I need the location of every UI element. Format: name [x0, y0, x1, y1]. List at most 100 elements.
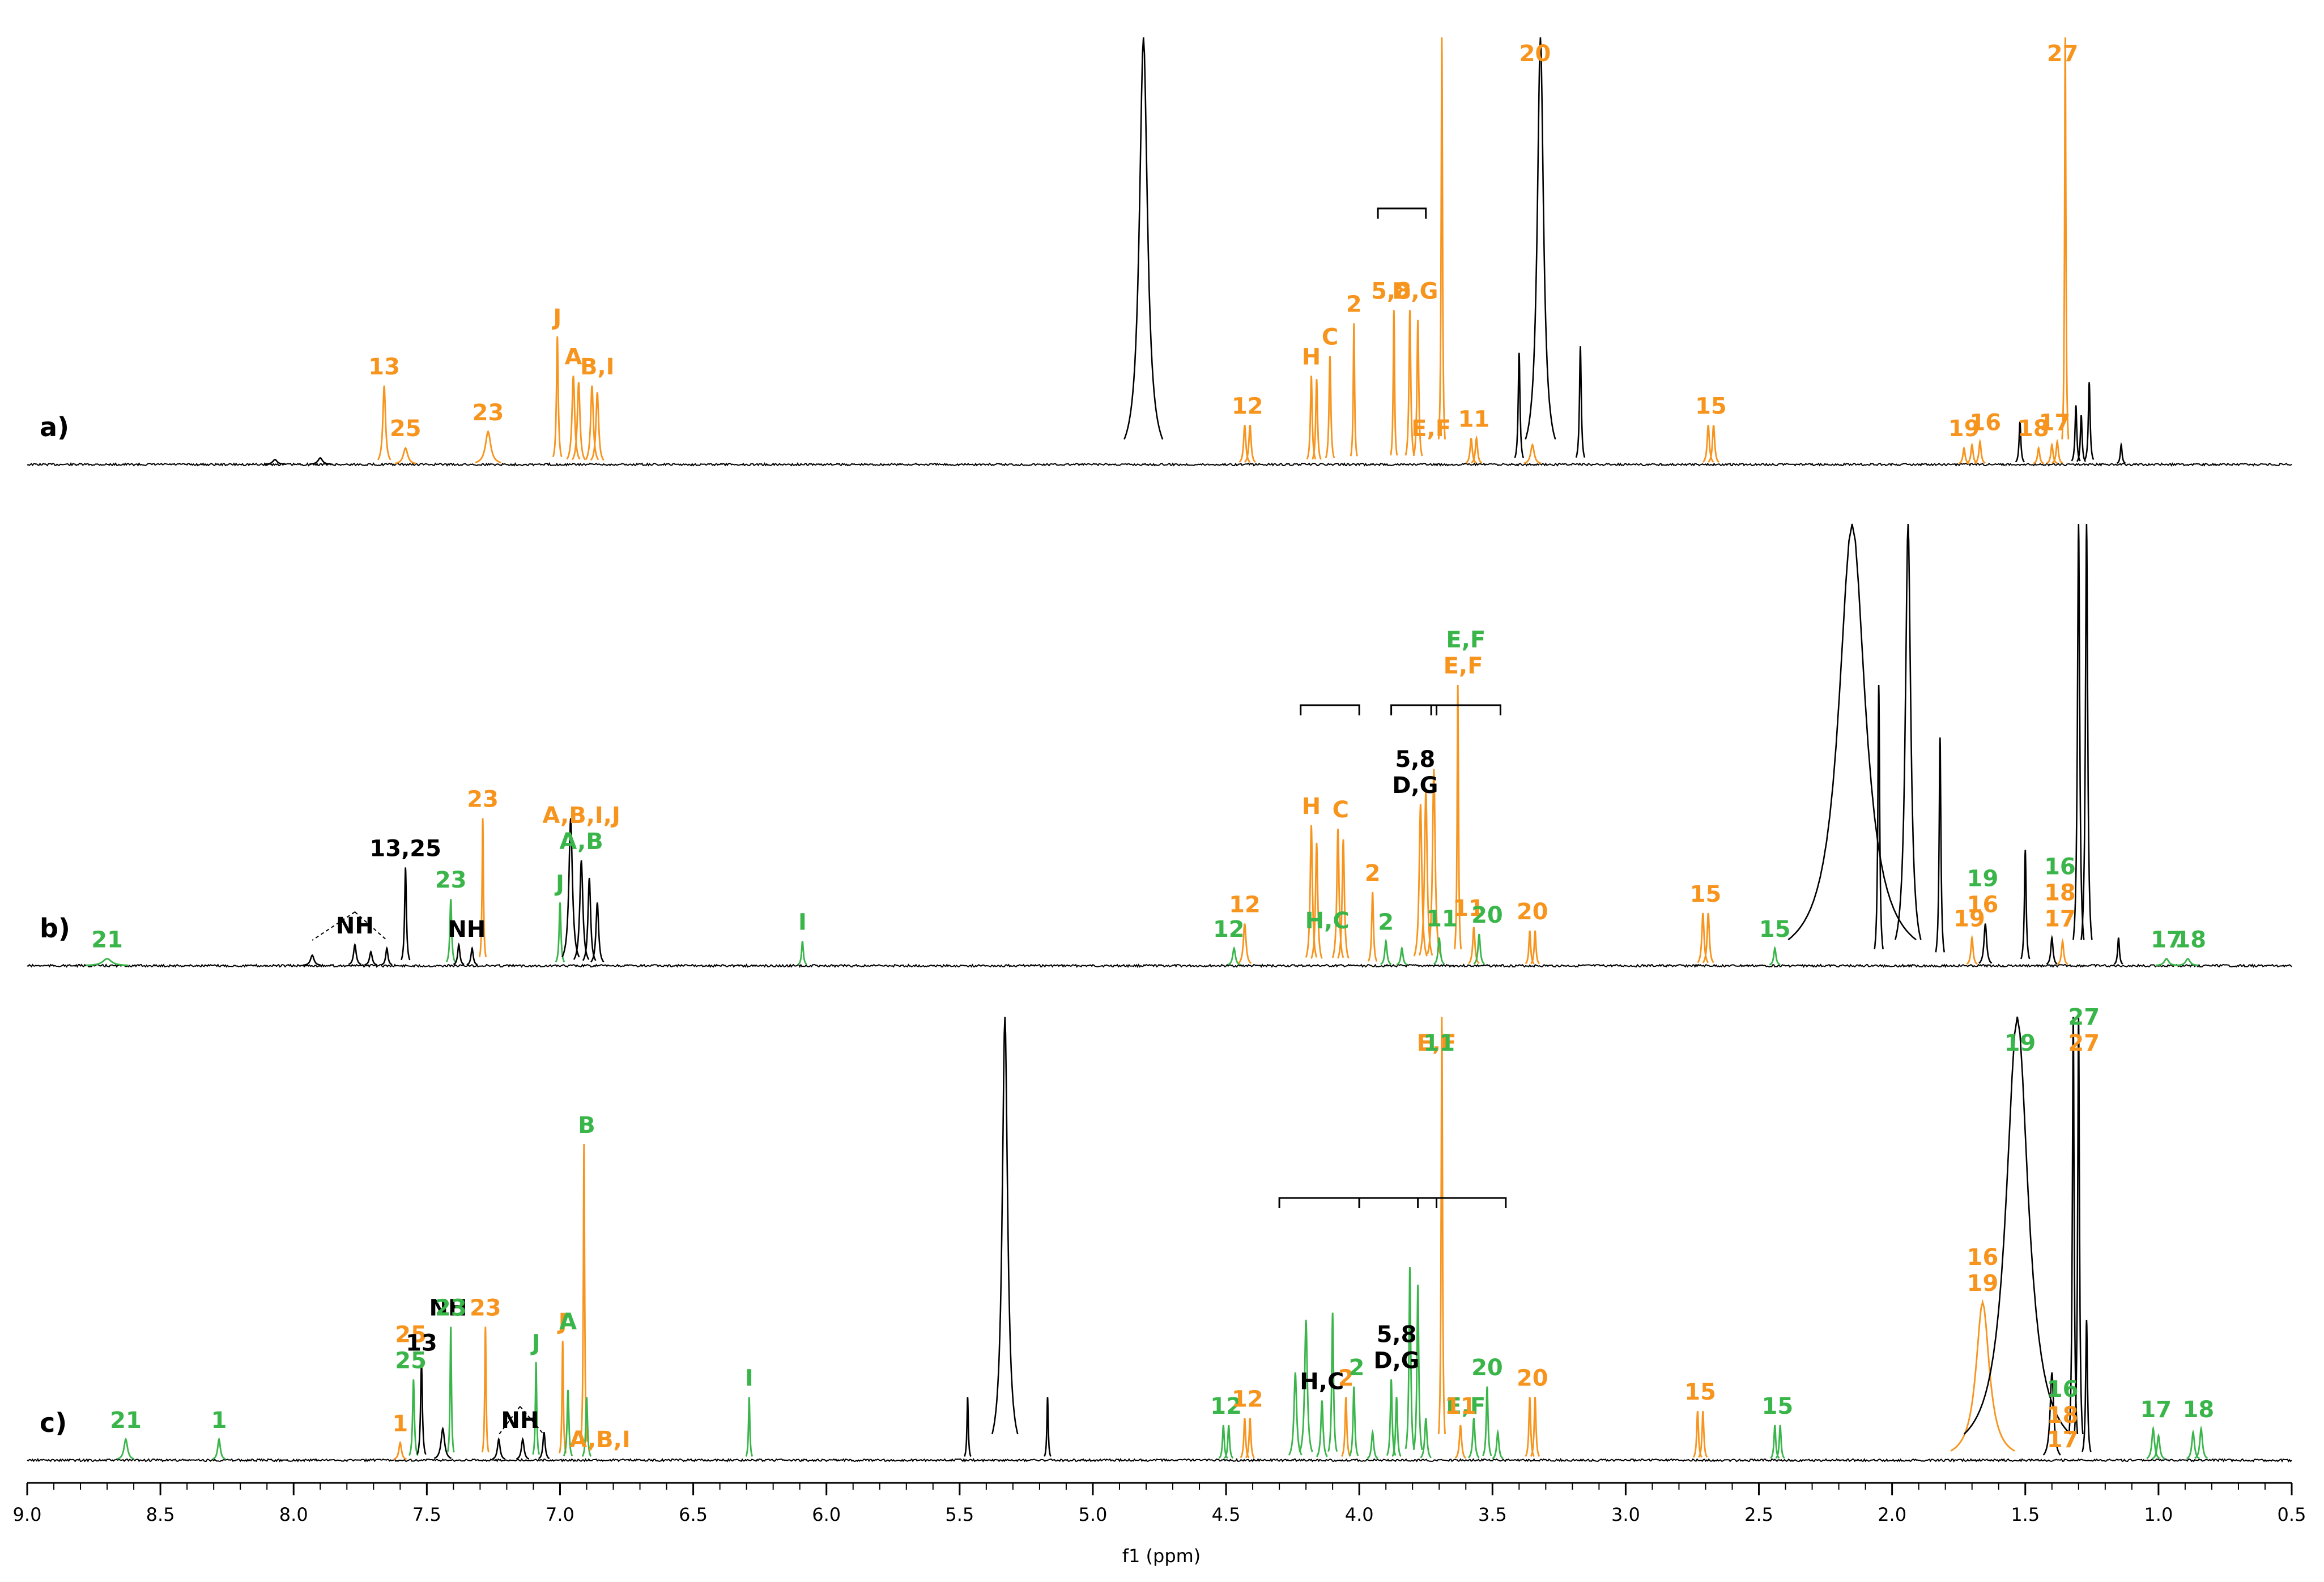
peak-label: 20 [1471, 902, 1503, 928]
spectrum-peak [212, 1436, 226, 1460]
x-tick-label: 2.5 [1744, 1504, 1773, 1525]
peak-label: E,F [1446, 1393, 1486, 1419]
spectrum-peak [563, 1389, 573, 1457]
spectrum-peak [1874, 684, 1884, 949]
spectrum-peak [309, 457, 331, 465]
spectrum-peak [1299, 1319, 1313, 1452]
spectrum-peak [566, 376, 581, 460]
spectrum-peak [1412, 319, 1423, 457]
peak-label: 16 [2047, 1376, 2079, 1402]
spectrum-peak [2046, 935, 2058, 965]
spectrum-peak [1702, 912, 1714, 963]
spectrum-peak [1708, 425, 1719, 463]
x-tick-label: 4.0 [1345, 1504, 1374, 1525]
peak-label: NH [429, 1295, 467, 1321]
spectrum-baseline [27, 462, 2292, 467]
peak-label: A,B,I,J [542, 803, 620, 829]
x-tick-label: 3.0 [1611, 1504, 1640, 1525]
spectrum-peak [590, 902, 605, 963]
spectrum-peak [2042, 1372, 2061, 1456]
spectrum-peak [446, 1327, 455, 1453]
spectrum-peak [1963, 1016, 2071, 1435]
spectrum-peak [1305, 825, 1318, 958]
spectrum-peak [964, 1397, 972, 1457]
spectrum-peak [1348, 1386, 1359, 1456]
spectrum-peak [1327, 1312, 1338, 1452]
spectrum-peak [532, 1362, 540, 1455]
spectrum-peak [585, 385, 599, 460]
peak-label: J [551, 305, 561, 331]
x-tick-label: 0.5 [2278, 1504, 2306, 1525]
spectrum-peak [492, 1437, 506, 1460]
spectrum-peak [798, 941, 807, 965]
spectrum-peak [377, 385, 391, 460]
peak-label: 19 [1967, 866, 1999, 892]
spectrum-peak [1702, 425, 1714, 463]
spectrum-peak [1404, 310, 1415, 456]
peak-label: 17 [2047, 1427, 2079, 1453]
peak-label: 16 [1967, 892, 1999, 918]
peak-label: 23 [473, 400, 504, 426]
spectrum-peak [1769, 946, 1781, 966]
peak-label: 16 [2044, 854, 2076, 880]
spectrum-peak [1974, 438, 1986, 464]
spectrum-peak [745, 1397, 754, 1457]
peak-label: 15 [1762, 1393, 1794, 1419]
spectrum-peak [117, 1437, 135, 1460]
spectrum-peak [2194, 1425, 2208, 1459]
assignment-bracket [1430, 704, 1501, 715]
peak-label: I [798, 910, 807, 936]
spectrum-peak [516, 1437, 530, 1460]
x-tick-label: 3.5 [1478, 1504, 1507, 1525]
spectrum-peak [2080, 523, 2093, 940]
peak-label: 18 [2044, 880, 2076, 906]
spectrum-peak [1895, 523, 1922, 940]
peak-label: C [1322, 325, 1338, 351]
spectrum-peak [1367, 892, 1378, 962]
peak-label: C [1333, 797, 1349, 823]
spectrum-peak [408, 1379, 419, 1456]
peak-label: A [565, 344, 582, 370]
spectrum-peak [1433, 937, 1445, 965]
spectrum-peak [1775, 1425, 1785, 1459]
peak-label: 25 [390, 416, 422, 442]
peak-label: 19 [1967, 1270, 1999, 1297]
spectrum-peak [538, 1432, 550, 1460]
spectrum-peak [1978, 923, 1993, 964]
peak-label: 25 [395, 1321, 427, 1348]
peak-label: 17 [2044, 906, 2076, 932]
spectrum-peak [400, 867, 411, 961]
spectrum-peak [1244, 425, 1256, 463]
peak-label: 12 [1232, 393, 1263, 419]
assignment-bracket [1358, 1197, 1438, 1208]
peak-label: 18 [2017, 416, 2049, 442]
x-tick-label: 8.5 [146, 1504, 175, 1525]
spectrum-peak [1044, 1397, 1052, 1457]
peak-label: 23 [435, 867, 467, 893]
peak-label: 17 [2151, 927, 2182, 953]
spectrum-peak [2015, 421, 2025, 463]
spectrum-peak [2051, 438, 2063, 464]
assignment-bracket [1278, 1197, 1360, 1208]
peak-label: 19 [1948, 416, 1980, 442]
spectrum-peak [1380, 938, 1392, 965]
spectrum-peak [1237, 923, 1252, 964]
panel-label: c) [40, 1408, 67, 1438]
spectrum-baseline [27, 963, 2292, 969]
spectrum-peak [1390, 310, 1398, 456]
peak-label: 12 [1229, 892, 1261, 918]
x-tick-label: 1.5 [2011, 1504, 2040, 1525]
assignment-bracket [1390, 704, 1438, 715]
spectrum-peak [1530, 1397, 1540, 1457]
spectrum-peak [1437, 37, 1446, 440]
peak-label: D,G [1373, 1348, 1419, 1374]
spectrum-peak [573, 860, 590, 960]
peak-label: 19 [2004, 1030, 2036, 1056]
spectrum-peak [481, 1327, 490, 1453]
peak-label: E,F [1411, 416, 1451, 442]
spectrum-peak [2076, 415, 2087, 462]
peak-label: 11 [1458, 407, 1490, 433]
spectrum-baseline [27, 1457, 2292, 1463]
